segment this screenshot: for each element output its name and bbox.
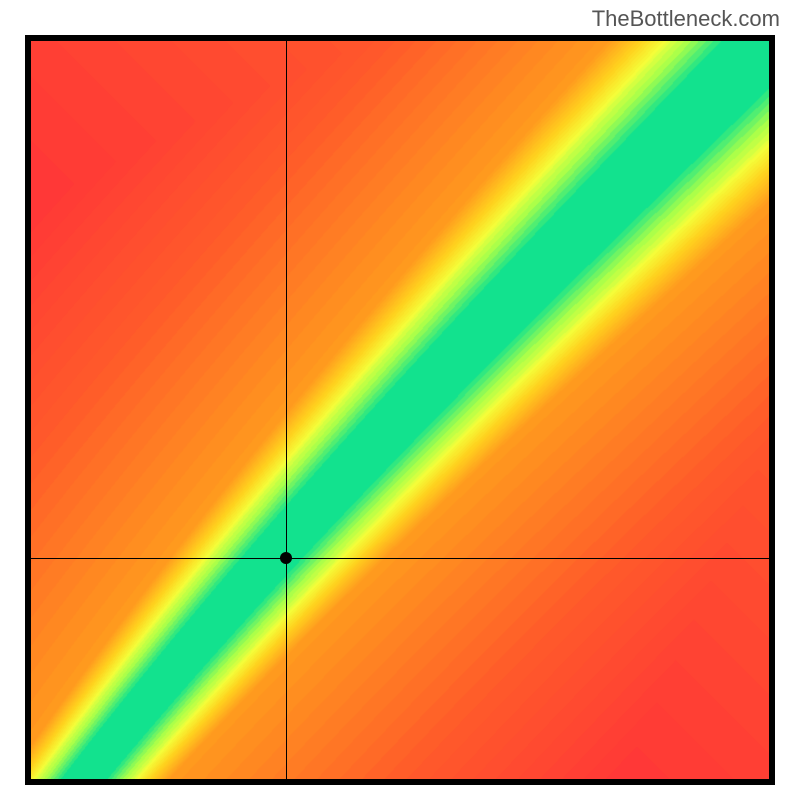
crosshair-vertical bbox=[286, 41, 287, 779]
crosshair-marker bbox=[280, 552, 292, 564]
plot-area bbox=[25, 35, 775, 785]
chart-container: TheBottleneck.com bbox=[0, 0, 800, 800]
watermark-text: TheBottleneck.com bbox=[592, 6, 780, 32]
heatmap-canvas bbox=[31, 41, 769, 779]
crosshair-horizontal bbox=[31, 558, 769, 559]
